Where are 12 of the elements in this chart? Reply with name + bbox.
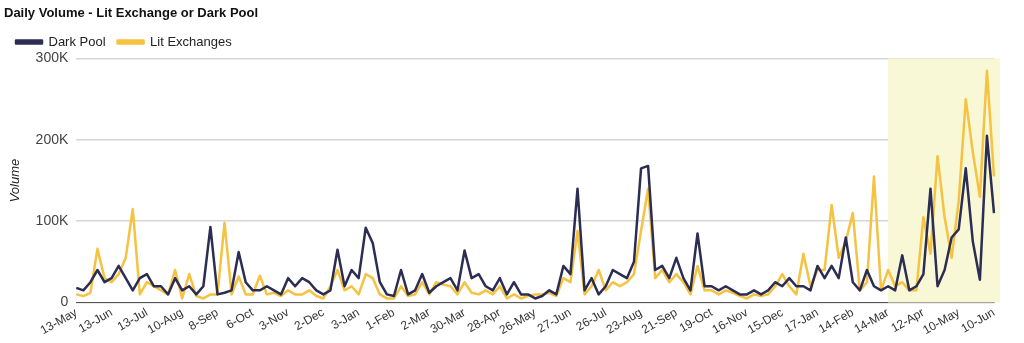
x-tick-label: 3-Jan: [328, 305, 362, 333]
y-tick-label: 0: [60, 293, 69, 310]
x-tick-label: 2-Dec: [291, 305, 327, 334]
y-tick-label: 200K: [35, 130, 69, 147]
chart-title: Daily Volume - Lit Exchange or Dark Pool: [4, 5, 259, 21]
x-tick-label: 8-Sep: [185, 304, 221, 334]
legend-label: Lit Exchanges: [150, 33, 233, 49]
legend-label: Dark Pool: [48, 33, 106, 49]
y-tick-label: 100K: [35, 212, 69, 229]
y-tick-label: 300K: [35, 49, 69, 66]
y-axis-title: Volume: [7, 158, 23, 203]
x-tick-label: 6-Oct: [223, 304, 257, 332]
